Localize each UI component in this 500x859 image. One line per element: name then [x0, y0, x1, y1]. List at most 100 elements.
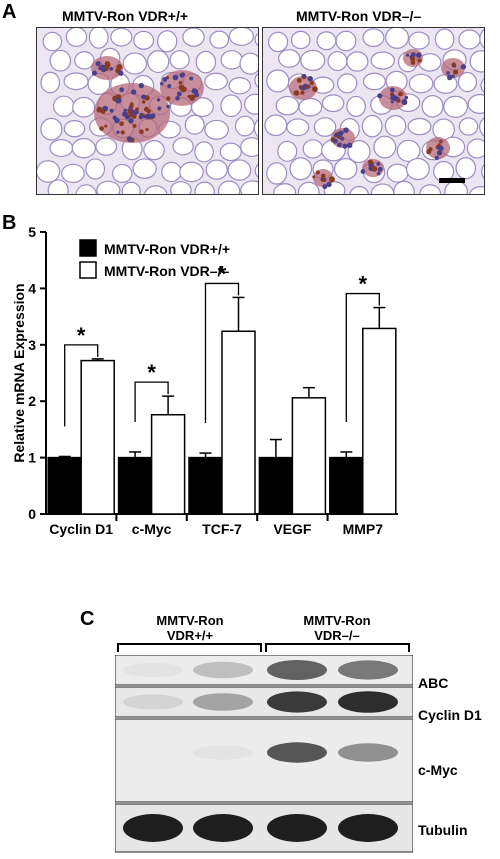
adipocyte	[396, 139, 421, 162]
stained-nucleus	[333, 133, 338, 138]
x-category-label: c-Myc	[132, 521, 172, 537]
adipocyte	[47, 179, 69, 194]
stained-nucleus	[91, 70, 98, 76]
adipocyte	[184, 114, 205, 135]
micrograph-right-title: MMTV-Ron VDR–/–	[296, 8, 422, 24]
adipocyte	[316, 31, 337, 51]
stained-nucleus	[194, 89, 199, 94]
stained-nucleus	[410, 56, 415, 60]
stained-nucleus	[377, 166, 383, 172]
x-category-label: MMP7	[343, 521, 384, 537]
adipocyte	[458, 29, 481, 50]
stained-nucleus	[342, 143, 348, 149]
blot-band	[338, 743, 398, 762]
adipocyte	[205, 159, 228, 180]
adipocyte	[85, 158, 106, 180]
adipocyte	[239, 52, 258, 75]
adipocyte	[321, 94, 345, 113]
adipocyte	[254, 73, 258, 88]
adipocyte	[349, 185, 370, 194]
bar-vdr-knockout	[362, 327, 397, 515]
stained-nucleus	[336, 142, 342, 148]
scale-bar	[439, 178, 465, 183]
blot-band	[267, 660, 327, 680]
y-tick-label: 5	[28, 224, 36, 240]
stained-nucleus	[417, 58, 422, 63]
stained-nucleus	[119, 121, 124, 127]
stained-nucleus	[115, 97, 122, 104]
blot-band	[338, 660, 398, 680]
adipocyte	[479, 117, 484, 137]
stained-nucleus	[166, 104, 170, 109]
blot-band	[193, 814, 253, 842]
stained-nucleus	[401, 98, 408, 105]
adipocyte	[385, 28, 410, 49]
adipocyte	[240, 137, 258, 158]
y-tick-label: 0	[28, 506, 36, 522]
significance-bracket	[345, 292, 380, 422]
bar-vdr-wildtype	[258, 456, 294, 515]
y-axis-label: Relative mRNA Expression	[11, 283, 27, 462]
stained-nucleus	[411, 52, 416, 57]
stained-nucleus	[179, 72, 185, 78]
stained-nucleus	[320, 173, 326, 179]
stained-nucleus	[116, 64, 123, 70]
stained-nucleus	[146, 109, 151, 114]
x-category-label: VEGF	[273, 521, 312, 537]
adipocyte	[479, 29, 484, 49]
stained-nucleus	[346, 142, 353, 149]
adipocyte	[172, 137, 194, 156]
stained-nucleus	[309, 81, 314, 86]
stained-nucleus	[138, 114, 144, 120]
stained-nucleus	[436, 150, 443, 156]
adipocyte	[384, 114, 407, 137]
adipocyte	[170, 181, 192, 194]
adipocyte	[157, 30, 178, 53]
stained-nucleus	[194, 92, 200, 98]
stained-nucleus	[397, 92, 402, 96]
stained-nucleus	[98, 66, 102, 71]
adipocyte	[204, 119, 229, 140]
stained-nucleus	[135, 107, 139, 112]
stained-nucleus	[99, 126, 104, 131]
adipocyte	[240, 180, 258, 194]
adipocyte	[63, 120, 86, 138]
adipocyte	[88, 28, 109, 49]
adipocyte	[133, 30, 155, 50]
adipocyte	[264, 114, 288, 137]
stained-nucleus	[176, 91, 182, 97]
stained-nucleus	[145, 113, 152, 120]
adipocyte	[289, 157, 313, 181]
blot-group-brackets	[117, 643, 410, 652]
blot-band	[123, 814, 183, 842]
y-tick-label: 2	[28, 393, 36, 409]
stained-nucleus	[426, 149, 432, 155]
panel-a-letter: A	[2, 1, 17, 23]
stained-nucleus	[114, 117, 120, 124]
adipocyte	[111, 163, 133, 183]
stained-nucleus	[126, 136, 133, 142]
stained-nucleus	[336, 131, 343, 137]
stained-nucleus	[434, 155, 440, 160]
adipocyte	[419, 184, 442, 194]
stained-nucleus	[129, 102, 134, 107]
significance-asterisk: *	[218, 261, 227, 286]
adipocyte	[370, 51, 395, 70]
adipocyte	[313, 117, 337, 137]
stained-nucleus	[315, 170, 320, 175]
adipocyte	[302, 139, 324, 159]
stained-nucleus	[172, 74, 179, 81]
blot-group-wildtype-header: MMTV-Ron VDR+/+	[118, 613, 262, 643]
blot-band	[193, 745, 253, 760]
adipocyte	[143, 140, 165, 161]
bar-chart: 0 1 2 3 4 5 Relative mRNA Expression Cyclin D1 *…	[11, 224, 398, 537]
adipocyte	[362, 72, 386, 91]
adipocyte	[37, 160, 61, 183]
adipocyte	[74, 51, 95, 70]
stained-nucleus	[189, 76, 194, 81]
blot-label-abc: ABC	[418, 675, 449, 691]
adipocyte	[408, 73, 434, 94]
micrograph-wildtype-image	[37, 28, 258, 194]
stained-nucleus	[182, 87, 187, 92]
stained-nucleus	[141, 94, 147, 100]
